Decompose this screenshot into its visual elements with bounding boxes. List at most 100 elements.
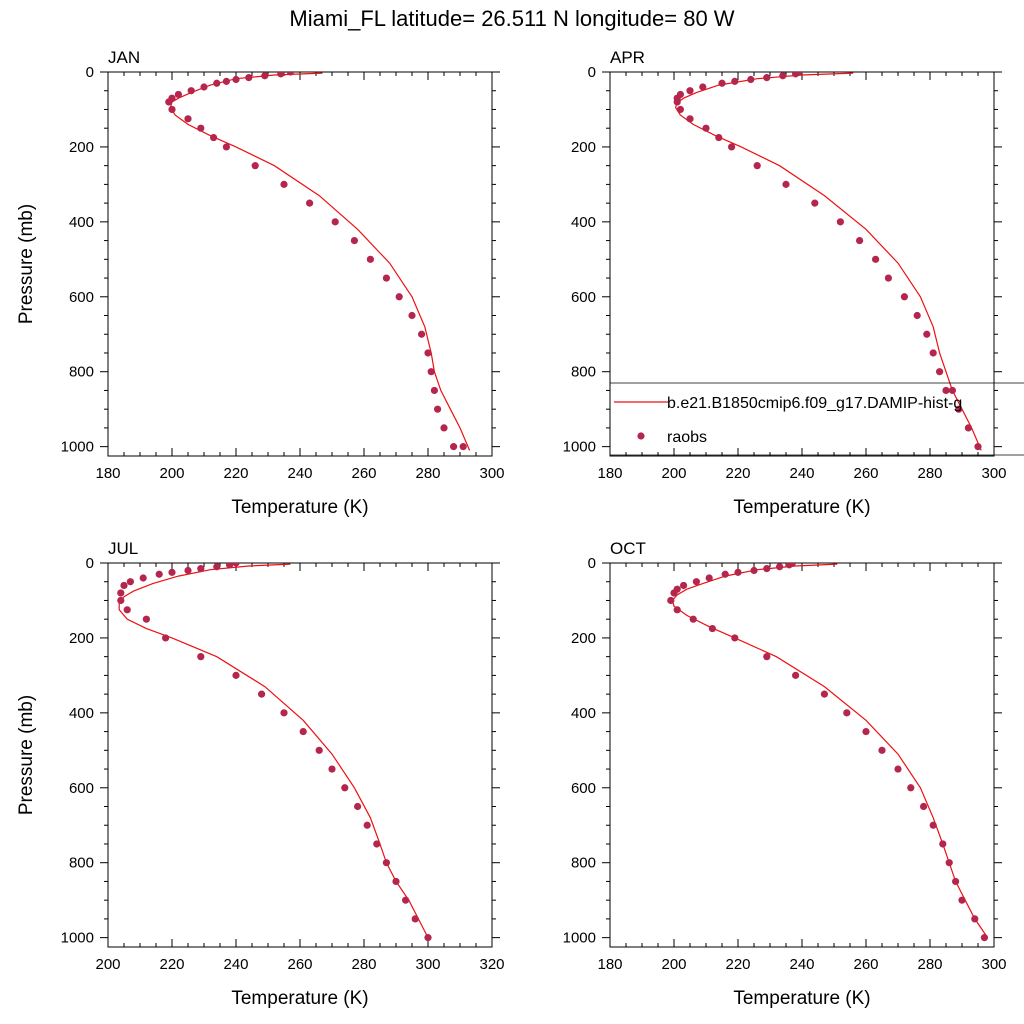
panel-jul: JUL 200 220 240 260 280 300 320 0 200 400 600 800 100…: [16, 539, 505, 1009]
raobs-point: [117, 589, 125, 597]
raobs-point: [155, 570, 163, 578]
raobs-point: [280, 709, 288, 717]
x-tick-label: 200: [661, 465, 686, 482]
raobs-point: [753, 162, 761, 170]
raobs-point: [184, 115, 192, 123]
raobs-point: [120, 581, 128, 590]
raobs-point: [843, 709, 851, 717]
x-tick-label: 200: [661, 956, 686, 973]
raobs-point: [763, 653, 771, 661]
raobs-point: [715, 133, 723, 142]
raobs-point: [373, 840, 381, 848]
raobs-point: [168, 105, 176, 114]
y-tick-label: 600: [69, 780, 94, 797]
x-tick-label: 260: [853, 956, 878, 973]
raobs-point: [341, 784, 349, 792]
y-tick-label: 0: [86, 555, 94, 572]
raobs-point: [123, 606, 131, 614]
raobs-point: [692, 578, 701, 586]
x-tick-label: 280: [351, 956, 376, 973]
raobs-point: [980, 934, 989, 942]
legend-obs-label: raobs: [667, 429, 707, 446]
x-tick-label: 300: [981, 465, 1006, 482]
raobs-point: [331, 218, 339, 226]
series-group: [117, 563, 432, 942]
panel-title: APR: [610, 48, 645, 67]
raobs-point: [430, 386, 438, 395]
x-tick-label: 240: [789, 956, 814, 973]
y-tick-label: 400: [571, 705, 596, 722]
y-tick-label: 400: [69, 214, 94, 231]
raobs-point: [165, 98, 173, 106]
raobs-point: [210, 133, 218, 142]
raobs-point: [673, 606, 681, 614]
raobs-point: [424, 934, 432, 942]
raobs-point: [929, 821, 937, 829]
y-axis-title: Pressure (mb): [16, 204, 37, 324]
raobs-point: [424, 349, 432, 357]
raobs-point: [222, 77, 230, 85]
raobs-point: [785, 563, 793, 569]
y-tick-label: 200: [69, 139, 94, 156]
plot-frame: [609, 562, 995, 948]
raobs-point: [434, 405, 442, 413]
x-axis-title: Temperature (K): [231, 497, 368, 518]
raobs-point: [948, 386, 957, 395]
model-series-line: [118, 563, 429, 938]
raobs-point: [872, 255, 880, 263]
raobs-point: [440, 424, 448, 432]
x-tick-label: 280: [415, 465, 440, 482]
raobs-point: [459, 443, 467, 451]
raobs-point: [836, 218, 845, 226]
x-tick-label: 220: [725, 465, 750, 482]
x-tick-label: 280: [917, 465, 942, 482]
raobs-point: [363, 821, 371, 829]
raobs-point: [686, 115, 694, 123]
x-tick-label: 180: [597, 465, 622, 482]
raobs-point: [174, 90, 182, 99]
raobs-point: [197, 124, 205, 132]
raobs-point: [261, 72, 269, 80]
panels-group: JAN 180 200 220 240 260 280 300 0 200 400 600 800 100…: [16, 48, 1007, 1009]
plot-frame: [107, 71, 493, 457]
y-tick-label: 400: [69, 705, 94, 722]
raobs-point: [280, 180, 288, 188]
y-tick-label: 600: [69, 289, 94, 306]
raobs-point: [974, 443, 982, 451]
model-series-line: [671, 563, 989, 938]
raobs-point: [667, 596, 675, 605]
raobs-point: [782, 180, 790, 188]
raobs-point: [245, 74, 253, 82]
raobs-point: [184, 566, 192, 575]
raobs-point: [315, 746, 323, 754]
raobs-point: [936, 368, 944, 376]
raobs-point: [907, 784, 915, 792]
x-tick-label: 200: [159, 465, 184, 482]
raobs-point: [232, 671, 240, 679]
series-group: [667, 563, 989, 942]
raobs-point: [232, 563, 240, 567]
raobs-point: [708, 624, 717, 633]
raobs-point: [213, 79, 221, 87]
raobs-point: [792, 671, 800, 679]
raobs-point: [126, 578, 134, 586]
raobs-point: [251, 162, 259, 170]
raobs-point: [277, 72, 285, 78]
raobs-point: [923, 330, 931, 338]
model-series-line: [674, 72, 982, 451]
raobs-point: [117, 596, 125, 605]
raobs-point: [955, 405, 963, 413]
y-tick-label: 0: [86, 64, 94, 81]
panel-jan: JAN 180 200 220 240 260 280 300 0 200 400 600 800 100…: [16, 48, 505, 518]
raobs-point: [670, 589, 678, 597]
raobs-point: [689, 615, 697, 623]
raobs-point: [395, 293, 403, 301]
raobs-point: [350, 236, 358, 245]
x-tick-label: 260: [853, 465, 878, 482]
raobs-point: [382, 859, 390, 867]
raobs-point: [776, 563, 784, 571]
panel-title: OCT: [610, 539, 646, 558]
x-tick-label: 300: [981, 956, 1006, 973]
raobs-point: [200, 83, 208, 91]
